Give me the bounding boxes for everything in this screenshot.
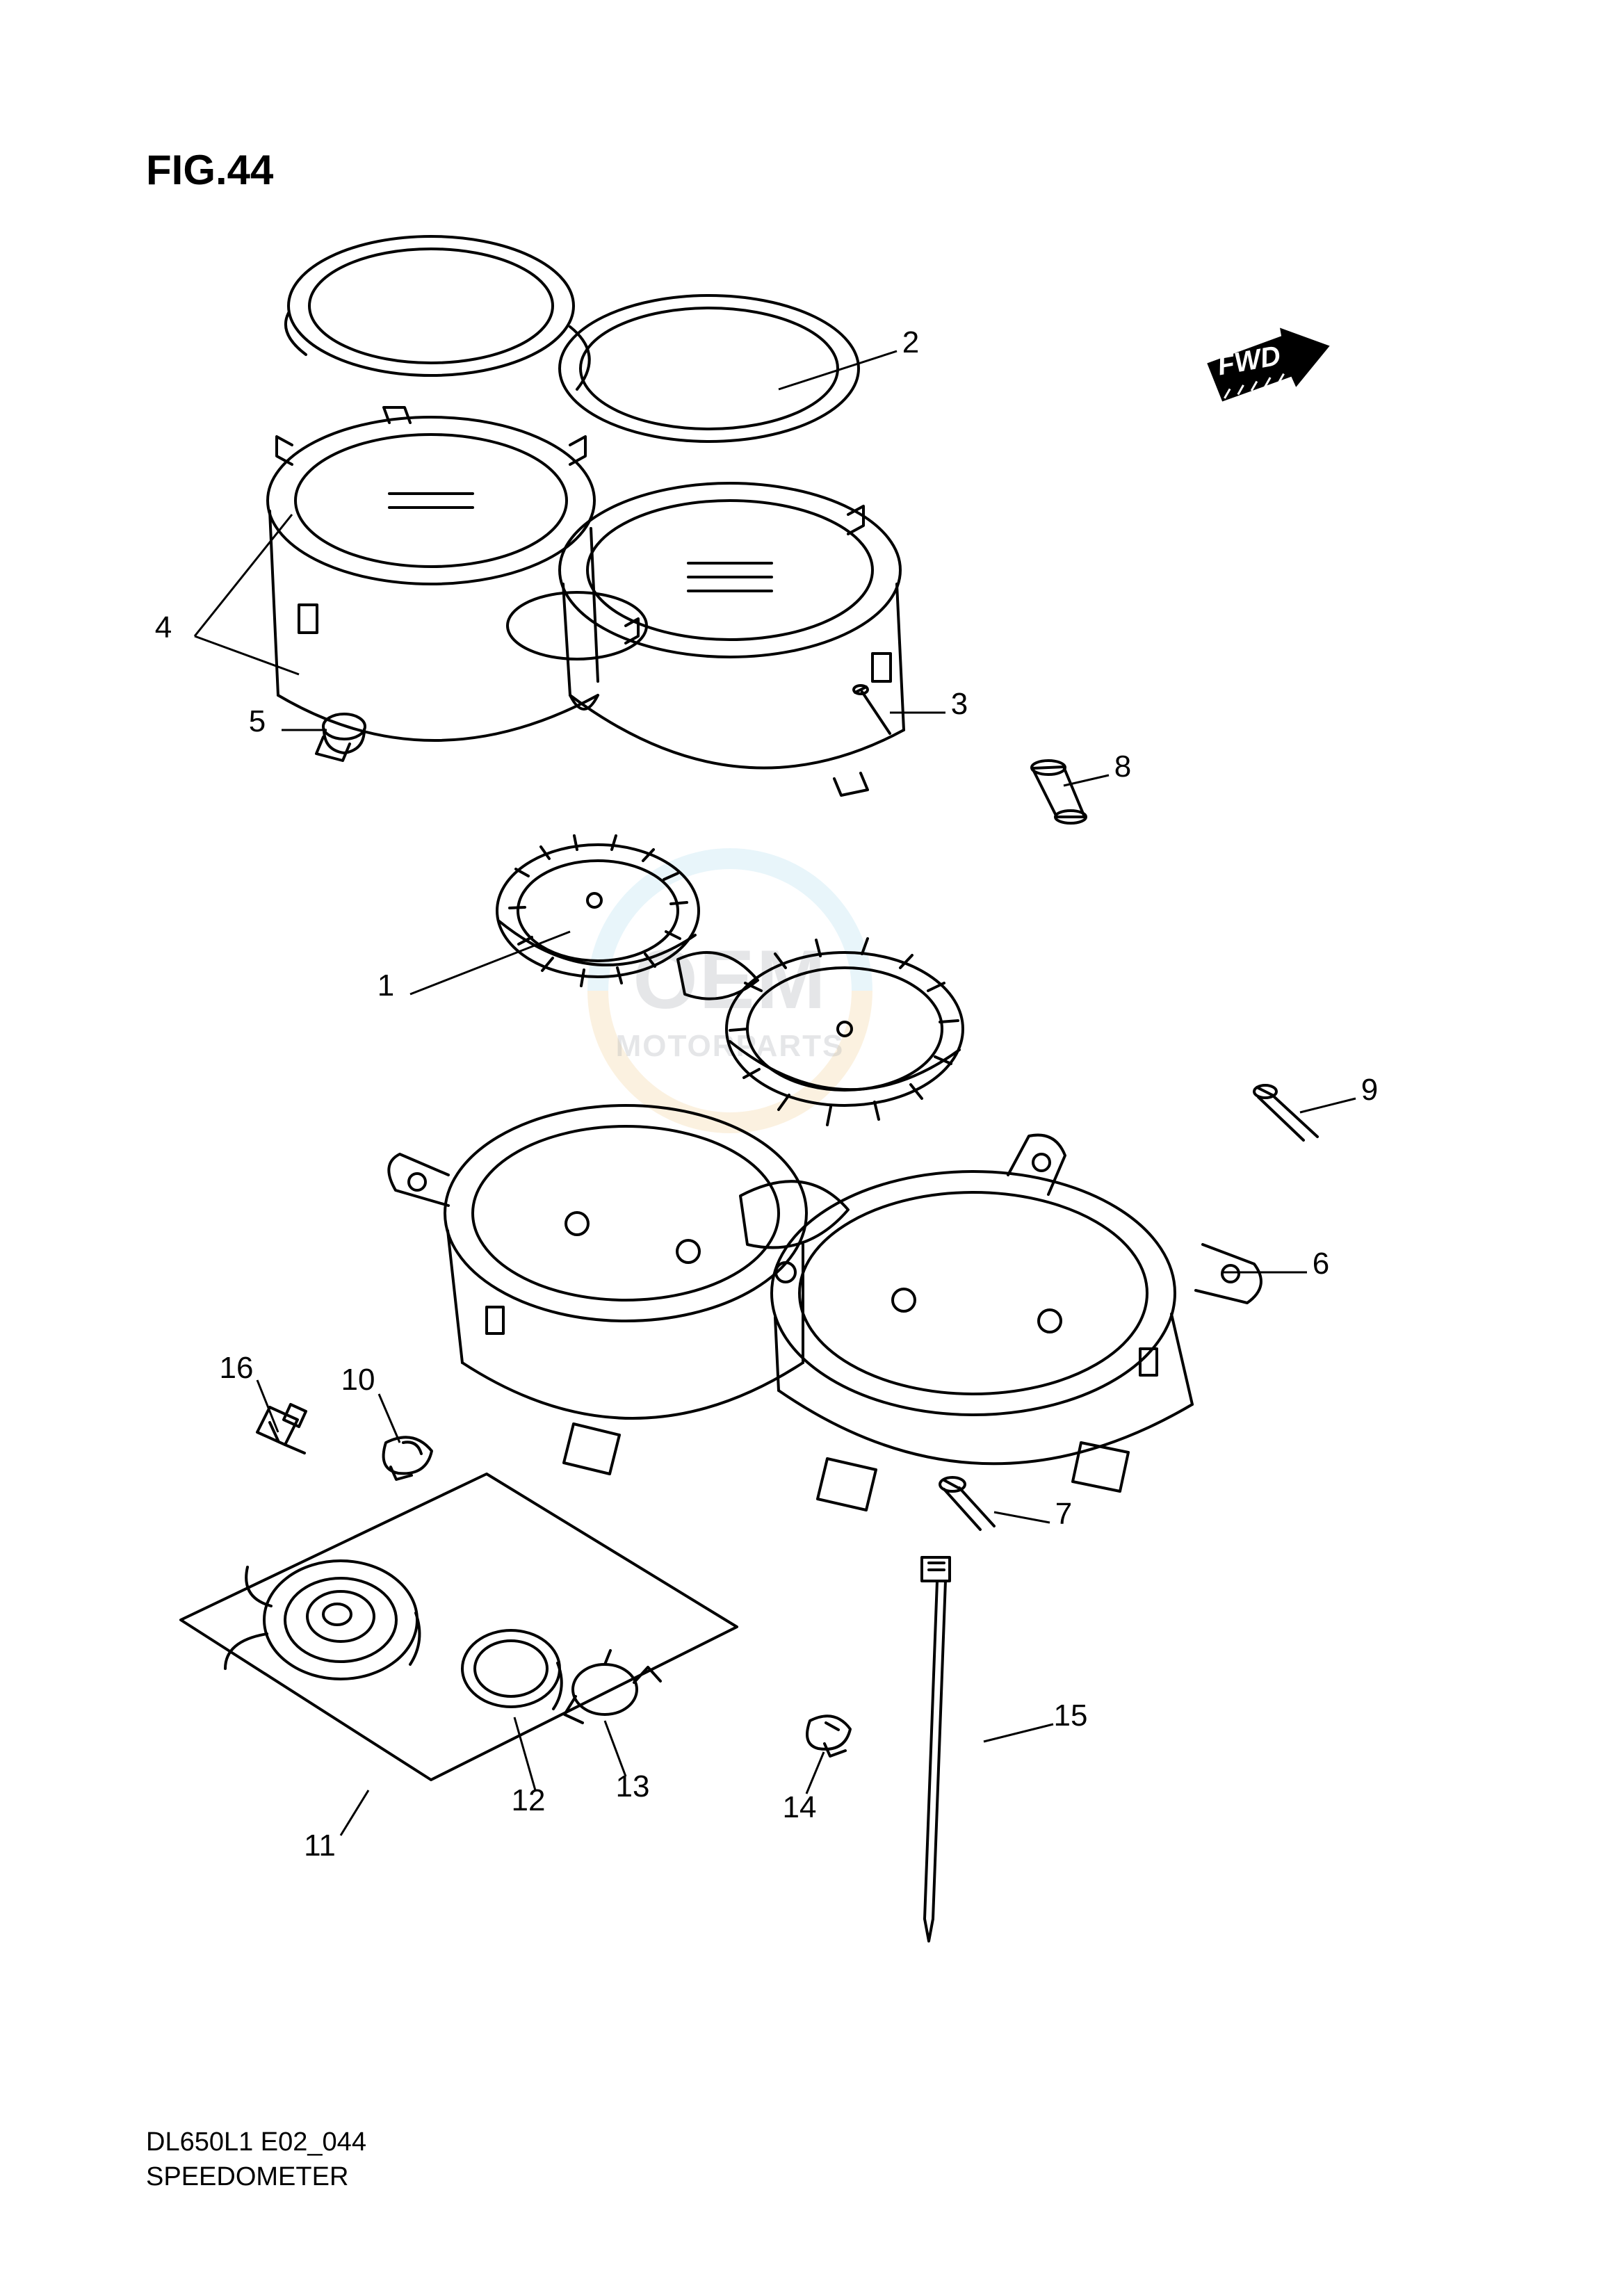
diagram-page: FIG.44 OEM MOTORPARTS	[0, 0, 1624, 2295]
exploded-drawing	[0, 0, 1624, 2295]
